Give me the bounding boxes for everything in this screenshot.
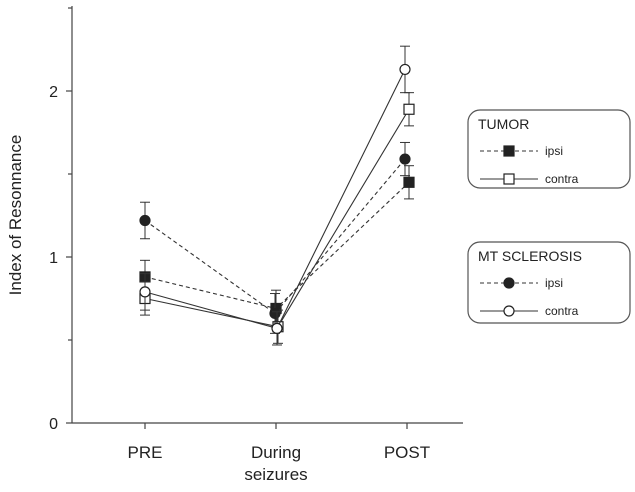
legend-marker <box>503 145 515 157</box>
legend-box <box>467 109 631 189</box>
legend-marker <box>503 305 515 317</box>
data-point <box>269 307 281 320</box>
legend-title: MT SCLEROSIS <box>478 248 582 264</box>
series-line <box>144 158 406 315</box>
legend-marker <box>503 277 515 289</box>
x-tick-label: PRE <box>128 443 163 462</box>
series-layer <box>139 45 415 346</box>
legend-label: ipsi <box>545 144 563 158</box>
legend-label: ipsi <box>545 276 563 290</box>
legend-label: contra <box>545 172 579 186</box>
series-4 <box>139 45 411 346</box>
x-tick-label: seizures <box>244 465 307 484</box>
legend-marker <box>503 173 515 185</box>
data-point <box>139 214 151 227</box>
y-tick-label: 0 <box>49 416 58 433</box>
data-point <box>271 322 283 334</box>
data-point <box>403 176 415 188</box>
data-point <box>403 103 415 115</box>
x-tick-label: POST <box>384 443 430 462</box>
legend-group-1: TUMOR ipsi contra <box>467 109 631 189</box>
series-line <box>144 181 410 310</box>
legend-box <box>467 241 631 324</box>
data-point <box>399 153 411 165</box>
x-tick-label: During <box>251 443 301 462</box>
legend-title: TUMOR <box>478 116 529 132</box>
series-line <box>144 69 406 330</box>
legend-group-2: MT SCLEROSIS ipsi contra <box>467 241 631 324</box>
legend: TUMOR ipsi contra MT SCLEROSIS ipsi contra <box>467 109 631 324</box>
legend-label: contra <box>545 304 579 318</box>
series-3 <box>139 141 411 334</box>
data-point <box>139 286 151 298</box>
data-point <box>399 63 411 76</box>
y-axis-label: Index of Resonnance <box>6 135 25 296</box>
y-tick-label: 1 <box>49 250 58 267</box>
axes: 0 1 2 PRE During seizures POST Index of Resonna… <box>6 6 463 484</box>
y-tick-label: 2 <box>49 84 58 101</box>
